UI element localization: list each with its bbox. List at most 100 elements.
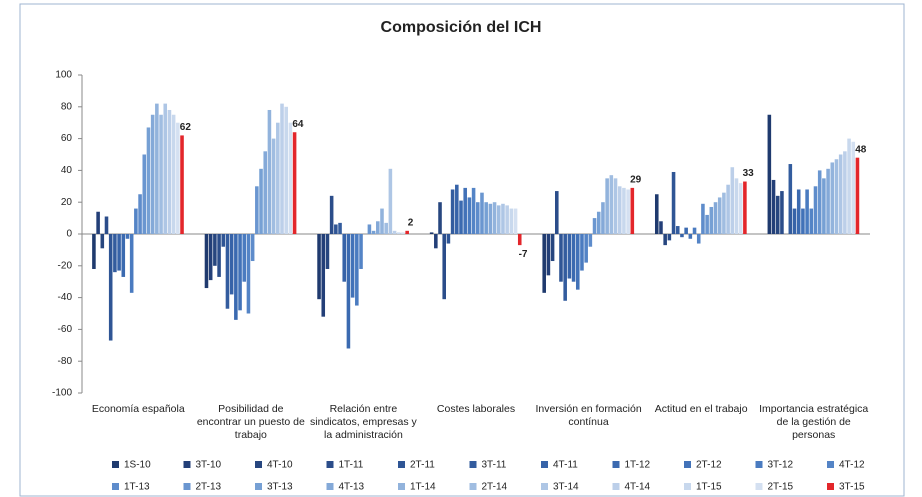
bar — [325, 234, 330, 269]
y-tick-label: 60 — [61, 133, 73, 144]
x-tick-label: Economía española — [91, 403, 185, 415]
bar — [276, 122, 280, 234]
bar — [392, 230, 397, 234]
legend-label: 1S-10 — [124, 460, 151, 471]
data-label: 48 — [855, 144, 867, 155]
bar — [117, 234, 121, 271]
bar — [847, 138, 851, 234]
legend-swatch — [255, 461, 262, 468]
bar — [826, 168, 830, 234]
bar — [654, 194, 659, 234]
bar — [738, 183, 743, 234]
bar — [338, 222, 342, 234]
bar — [822, 178, 826, 234]
bar — [492, 202, 497, 234]
y-tick-label: 80 — [61, 101, 73, 112]
legend-swatch — [755, 461, 763, 468]
legend-swatch — [398, 461, 405, 468]
bar — [159, 114, 163, 234]
bar — [496, 205, 501, 234]
bar — [204, 234, 209, 289]
bar — [713, 202, 718, 234]
legend-swatch — [827, 461, 834, 468]
bar — [180, 135, 184, 234]
bar — [129, 234, 134, 293]
bar — [163, 103, 168, 235]
bar — [667, 234, 672, 241]
bar — [138, 194, 142, 234]
legend-swatch — [398, 483, 405, 490]
data-label: 29 — [630, 175, 642, 186]
bar — [146, 127, 151, 234]
bar — [242, 234, 247, 282]
bar — [213, 234, 217, 266]
bar — [380, 208, 384, 234]
legend-label: 4T-14 — [625, 482, 651, 493]
bar — [743, 181, 747, 234]
bar — [546, 234, 551, 276]
legend-swatch — [612, 483, 620, 490]
legend-label: 1T-15 — [696, 482, 722, 493]
chart-title: Composición del ICH — [381, 19, 542, 36]
legend-label: 4T-10 — [267, 460, 293, 471]
bar — [671, 171, 676, 234]
bar — [446, 234, 451, 244]
bar — [176, 122, 180, 234]
legend-swatch — [469, 461, 477, 468]
legend-swatch — [827, 483, 834, 490]
bar — [792, 208, 797, 234]
legend-label: 3T-15 — [839, 482, 865, 493]
bar — [355, 234, 359, 306]
bar — [467, 197, 472, 234]
legend-swatch — [541, 461, 548, 468]
bar — [630, 187, 635, 234]
bar — [405, 230, 409, 234]
legend-label: 2T-11 — [410, 460, 435, 471]
legend-swatch — [112, 461, 119, 468]
bar — [484, 202, 488, 234]
bar — [663, 234, 667, 246]
bar — [142, 154, 147, 234]
legend-label: 1T-11 — [339, 460, 364, 471]
bar — [429, 232, 434, 234]
bar — [775, 195, 780, 234]
bar — [588, 234, 593, 247]
bar — [617, 186, 622, 234]
bar — [675, 226, 680, 234]
bar — [476, 202, 480, 234]
bar — [396, 232, 401, 234]
bar — [501, 203, 505, 234]
bar — [513, 208, 518, 234]
bar — [809, 208, 814, 234]
bar — [709, 206, 714, 234]
legend-swatch — [541, 483, 548, 490]
bar — [567, 234, 572, 279]
bar — [843, 151, 847, 234]
bar — [367, 224, 372, 234]
legend-label: 2T-13 — [196, 482, 222, 493]
bar — [605, 178, 609, 234]
bar — [284, 106, 288, 234]
frame — [19, 3, 905, 497]
bar — [288, 122, 293, 234]
bar — [692, 227, 697, 234]
bar — [376, 221, 380, 234]
bar — [734, 178, 739, 234]
bar — [601, 202, 605, 234]
bar — [801, 208, 805, 234]
bar — [171, 114, 176, 234]
x-tick-label: Relación entre sindicatos, empresas y la… — [310, 403, 417, 441]
x-tick-label: Importancia estratégica de la gestión de… — [759, 403, 869, 441]
bar — [796, 189, 801, 234]
bar — [780, 191, 784, 234]
legend-label: 3T-14 — [553, 482, 579, 493]
y-tick-label: 100 — [55, 70, 72, 81]
bar — [321, 234, 326, 317]
bar — [121, 234, 126, 277]
legend-label: 2T-14 — [482, 482, 508, 493]
bar — [359, 234, 363, 269]
x-tick-label: Inversión en formación contínua — [535, 403, 642, 428]
bar — [767, 114, 772, 234]
